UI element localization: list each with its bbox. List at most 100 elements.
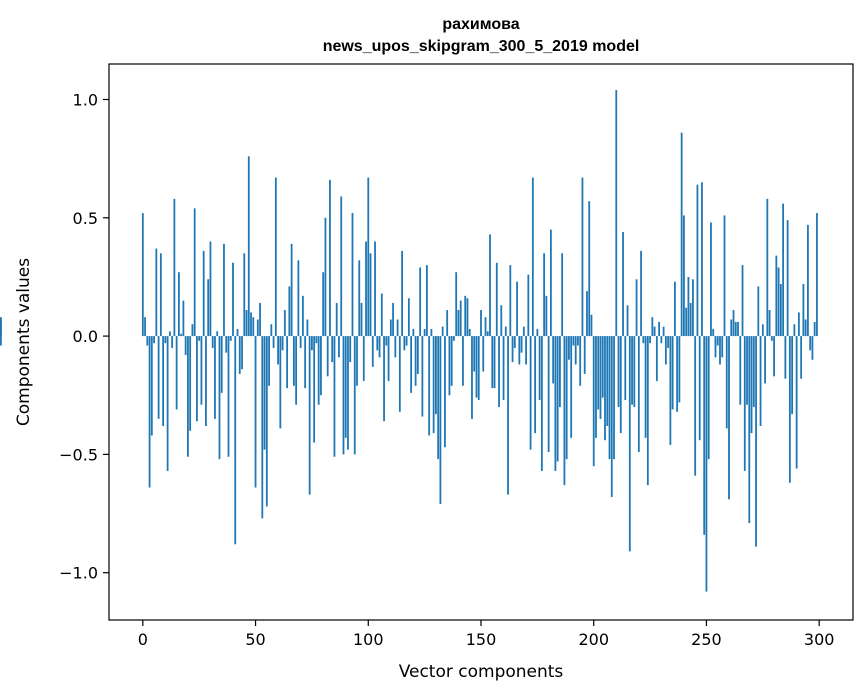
bar-259 [725,336,728,429]
bar-63 [283,310,286,337]
bar-33 [216,331,219,337]
bar-228 [655,336,658,382]
bar-221 [640,250,642,337]
bar-77 [315,336,318,344]
bar-133 [441,326,444,337]
bar-155 [491,336,494,389]
bar-66 [290,243,293,337]
bar-273 [757,286,760,337]
bar-40 [232,262,234,337]
bar-174 [534,336,537,434]
bar-185 [559,336,561,408]
bar-43 [238,336,241,374]
x-tick-label: 0 [138,630,148,649]
x-tick-label: 100 [353,630,384,649]
bar-261 [730,319,733,337]
bar-268 [746,336,748,405]
bar-220 [637,336,640,453]
bar-154 [489,234,491,337]
x-tick-label: 200 [578,630,609,649]
bar-32 [214,336,216,419]
bar-146 [471,336,473,419]
bar-14 [173,198,176,337]
bar-223 [644,336,647,438]
bar-3 [148,336,151,488]
bar-8 [159,253,162,337]
bar-123 [419,267,422,337]
bar-76 [313,336,316,443]
bar-50 [254,336,257,488]
bar-187 [563,336,566,486]
bar-81 [324,217,327,337]
bar-12 [168,331,171,337]
bar-129 [432,336,435,434]
bar-59 [274,177,277,337]
bar-109 [387,336,390,382]
bar-17 [180,333,183,337]
bar-184 [556,336,559,462]
bar-235 [671,336,674,410]
bar-106 [380,293,383,337]
bar-69 [297,260,300,337]
bar-144 [466,298,469,337]
bar-85 [333,336,336,457]
bar-242 [687,276,690,337]
bar-44 [241,336,243,370]
bar-56 [268,336,270,386]
bar-182 [552,336,555,384]
bar-238 [678,336,681,403]
bar-54 [263,336,266,450]
bar-147 [473,336,476,372]
bar-152 [484,317,487,337]
bar-203 [599,336,602,419]
bar-119 [410,336,413,393]
bar-212 [619,336,622,434]
bar-15 [175,336,178,410]
bar-197 [586,291,588,337]
bar-262 [732,310,735,337]
bar-191 [572,336,575,346]
bar-196 [583,336,586,374]
bar-150 [480,310,482,337]
bar-118 [407,298,410,337]
y-axis-label: Components values [14,258,34,426]
bar-161 [504,326,507,337]
bar-61 [279,336,282,429]
bar-122 [416,336,419,374]
bar-294 [804,319,807,337]
bar-89 [342,336,345,455]
bar-108 [385,336,388,346]
bar-34 [218,336,221,460]
bar-139 [455,272,458,337]
bar-225 [649,336,651,344]
bar-248 [701,182,703,337]
bar-215 [626,305,629,337]
bar-97 [360,302,363,337]
bar-193 [577,336,579,346]
bar-53 [261,336,264,519]
bar-239 [680,132,683,337]
bar-25 [198,336,201,341]
bar-183 [554,336,557,471]
bar-116 [403,336,406,351]
bar-49 [252,317,255,337]
chart-title: рахимова [442,16,519,33]
bar-199 [590,314,593,337]
bar-65 [288,286,291,337]
bar-52 [259,302,261,337]
bar-148 [475,336,478,398]
bar-170 [525,336,527,365]
bar-226 [651,317,654,337]
bar-165 [513,336,516,348]
bar-236 [673,281,676,337]
bar-48 [250,312,252,337]
bar-58 [272,336,275,348]
bar-260 [728,336,730,500]
bar-247 [698,336,701,441]
bar-279 [770,336,773,341]
bar-4 [150,336,153,436]
bar-281 [775,255,778,337]
bar-103 [374,241,376,337]
bar-163 [509,265,512,337]
